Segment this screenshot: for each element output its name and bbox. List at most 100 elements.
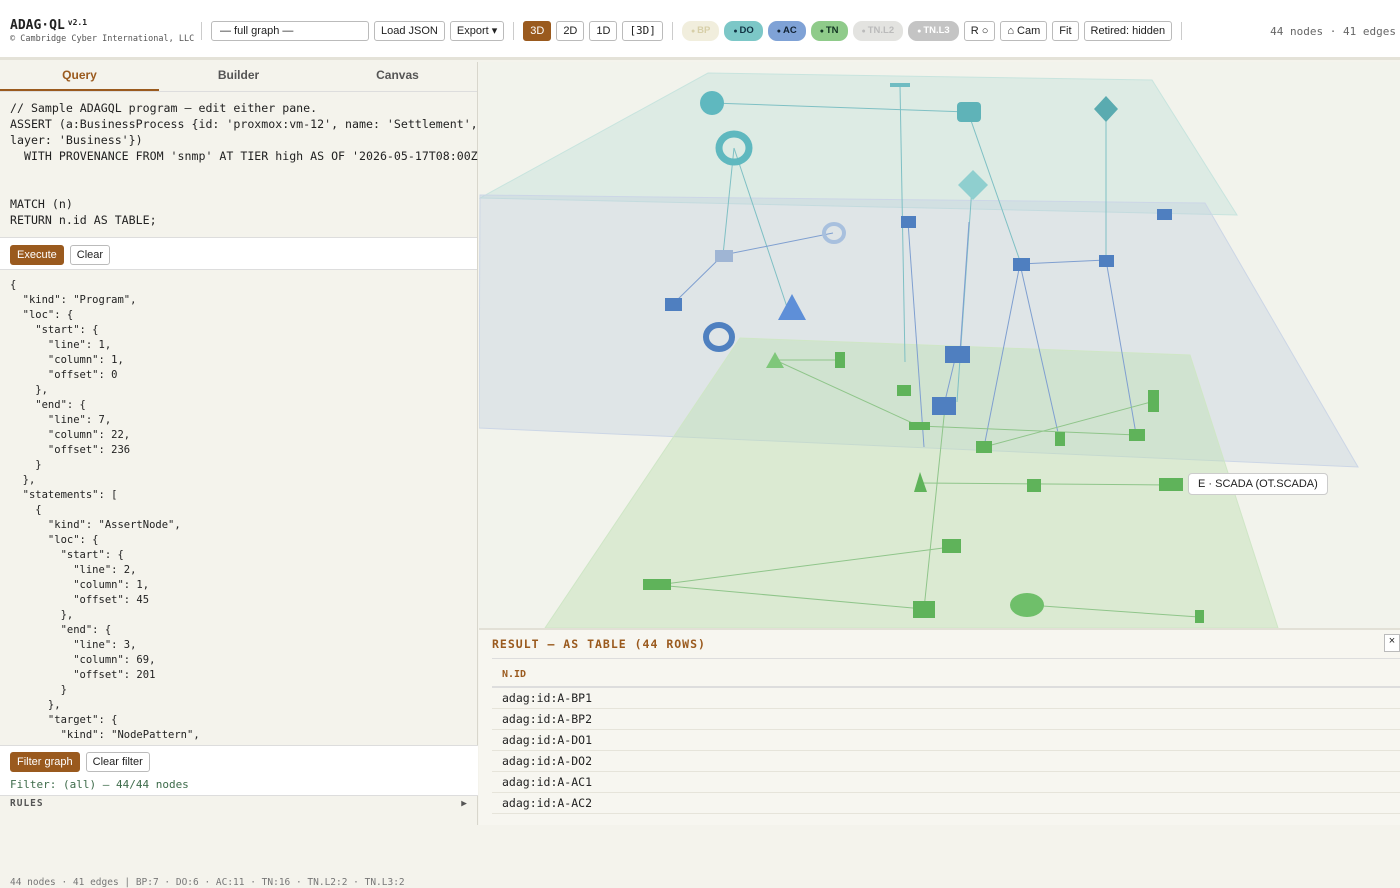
view-3d-alt[interactable]: [3D] bbox=[622, 21, 663, 41]
ast-line: "column": 69, bbox=[10, 654, 156, 666]
ast-line: "start": { bbox=[10, 324, 99, 336]
filter-buttons: Filter graph Clear filter bbox=[10, 752, 468, 772]
left-panel: Query Builder Canvas // Sample ADAGQL pr… bbox=[0, 62, 492, 888]
ast-line: { bbox=[10, 279, 17, 291]
ast-line: "offset": 0 bbox=[10, 369, 118, 381]
layer-chip[interactable]: BP bbox=[681, 21, 720, 41]
tool-button[interactable]: Retired: hidden bbox=[1083, 21, 1173, 41]
ast-line: "kind": "Program", bbox=[10, 294, 137, 306]
ast-line: }, bbox=[10, 609, 74, 621]
separator bbox=[671, 22, 673, 40]
viz-bg bbox=[479, 62, 1400, 628]
ast-line: "loc": { bbox=[10, 534, 99, 546]
ast-line: "offset": 236 bbox=[10, 444, 131, 456]
result-table: N.ID adag:id:A-BP1 adag:id:A-BP2 adag:id:A… bbox=[492, 658, 1400, 814]
result-row: adag:id:A-AC1 bbox=[492, 772, 1400, 793]
toolbar: — full graph — Load JSON Export ▾ 3D 2D … bbox=[197, 21, 1186, 41]
rules-title: RULES bbox=[10, 798, 44, 809]
tabs: Query Builder Canvas bbox=[0, 62, 477, 92]
clear-button[interactable]: Clear bbox=[69, 245, 111, 265]
execute-button[interactable]: Execute bbox=[10, 245, 64, 265]
app-title: ADAG·QL v2.1 bbox=[10, 18, 87, 33]
ast-output: { "kind": "Program", "loc": { "start": {… bbox=[0, 270, 477, 745]
status-bar: 44 nodes · 41 edges | BP:7 · DO:6 · AC:1… bbox=[10, 877, 405, 888]
separator bbox=[1181, 22, 1183, 40]
code-line: ASSERT (a:BusinessProcess {id: 'proxmox:… bbox=[10, 117, 478, 131]
separator bbox=[513, 22, 515, 40]
layer-chip[interactable]: TN.L3 bbox=[908, 21, 959, 41]
column-header: N.ID bbox=[492, 659, 1400, 688]
ast-line: "line": 2, bbox=[10, 564, 137, 576]
ast-line: "column": 22, bbox=[10, 429, 131, 441]
ast-line: { bbox=[10, 504, 42, 516]
ast-line: "offset": 45 bbox=[10, 594, 150, 606]
code-line: RETURN n.id AS TABLE; bbox=[10, 213, 157, 227]
graph-select[interactable]: — full graph — bbox=[211, 21, 369, 41]
node-tooltip: E · SCADA (OT.SCADA) bbox=[1188, 473, 1328, 495]
result-title: RESULT — AS TABLE (44 ROWS) bbox=[492, 637, 706, 651]
version: v2.1 bbox=[67, 18, 88, 27]
result-row: adag:id:A-DO2 bbox=[492, 751, 1400, 772]
execute-row: Execute Clear bbox=[0, 238, 477, 270]
graph-3d-view[interactable] bbox=[479, 62, 1400, 628]
load-json[interactable]: Load JSON bbox=[374, 21, 445, 41]
plane-do bbox=[479, 72, 1238, 216]
ast-line: "offset": 201 bbox=[10, 669, 156, 681]
edges-tn bbox=[656, 359, 1200, 618]
filter-status: Filter: (all) — 44/44 nodes bbox=[10, 778, 189, 791]
ast-line: "column": 1, bbox=[10, 579, 150, 591]
code-line: layer: 'Business'}) bbox=[10, 133, 143, 147]
code-line: MATCH (n) bbox=[10, 197, 73, 211]
rules-toggle[interactable]: ▶ bbox=[461, 798, 468, 809]
header: ADAG·QL v2.1 © Cambridge Cyber Internatio… bbox=[0, 0, 1400, 60]
tab[interactable]: Query bbox=[0, 62, 159, 91]
app: ADAG·QL v2.1 © Cambridge Cyber Internatio… bbox=[0, 0, 1400, 825]
ast-line: } bbox=[10, 684, 67, 696]
filter-row: Filter graph Clear filter Filter: (all) … bbox=[0, 745, 478, 795]
ast-line: "line": 7, bbox=[10, 414, 112, 426]
code-line: // Sample ADAGQL program — edit either p… bbox=[10, 101, 318, 115]
view-3d[interactable]: 3D bbox=[523, 21, 552, 41]
ast-line: }, bbox=[10, 699, 61, 711]
layer-chip[interactable]: DO bbox=[724, 21, 763, 41]
result-row: adag:id:A-DO1 bbox=[492, 730, 1400, 751]
tool-button[interactable]: R ○ bbox=[963, 21, 996, 41]
subtitle: © Cambridge Cyber International, LLC bbox=[10, 34, 195, 44]
tool-button[interactable]: Fit bbox=[1052, 21, 1079, 41]
plane-tn bbox=[544, 337, 1279, 628]
code-line: WITH PROVENANCE FROM 'snmp' AT TIER high… bbox=[10, 149, 492, 163]
result-row: adag:id:A-BP2 bbox=[492, 709, 1400, 730]
ast-line: }, bbox=[10, 474, 36, 486]
tab[interactable]: Canvas bbox=[376, 68, 419, 82]
result-panel: RESULT — AS TABLE (44 ROWS) × N.ID adag:… bbox=[479, 628, 1400, 825]
ast-line: } bbox=[10, 459, 42, 471]
result-row: adag:id:A-AC2 bbox=[492, 793, 1400, 814]
export[interactable]: Export ▾ bbox=[449, 21, 505, 41]
layer-chip[interactable]: TN.L2 bbox=[852, 21, 904, 41]
layer-chip[interactable]: TN bbox=[810, 21, 848, 41]
layer-chip[interactable]: AC bbox=[767, 21, 806, 41]
rules-header[interactable]: RULES ▶ bbox=[0, 795, 478, 815]
tab[interactable]: Builder bbox=[217, 68, 260, 82]
separator bbox=[201, 22, 202, 40]
ast-line: }, bbox=[10, 384, 48, 396]
clear-filter-button[interactable]: Clear filter bbox=[85, 752, 150, 772]
blank-gap bbox=[10, 164, 467, 196]
title-text: ADAG·QL bbox=[10, 18, 65, 33]
nodes bbox=[643, 83, 1204, 623]
result-row: adag:id:A-BP1 bbox=[492, 688, 1400, 709]
tool-button[interactable]: ⌂ Cam bbox=[1000, 21, 1048, 41]
ast-line: "end": { bbox=[10, 624, 112, 636]
graph-stats: 44 nodes · 41 edges bbox=[1270, 25, 1396, 38]
filter-button[interactable]: Filter graph bbox=[10, 752, 80, 772]
ast-line: "kind": "NodePattern", bbox=[10, 729, 200, 741]
ast-line: "start": { bbox=[10, 549, 124, 561]
view-2d[interactable]: 2D bbox=[556, 21, 585, 41]
ast-line: "kind": "AssertNode", bbox=[10, 519, 181, 531]
edges-ac bbox=[672, 221, 1137, 448]
code-editor[interactable]: // Sample ADAGQL program — edit either p… bbox=[0, 92, 492, 238]
ast-line: "statements": [ bbox=[10, 489, 118, 501]
close-button[interactable]: × bbox=[1384, 634, 1400, 652]
ast-line: "column": 1, bbox=[10, 354, 124, 366]
view-1d[interactable]: 1D bbox=[589, 21, 618, 41]
